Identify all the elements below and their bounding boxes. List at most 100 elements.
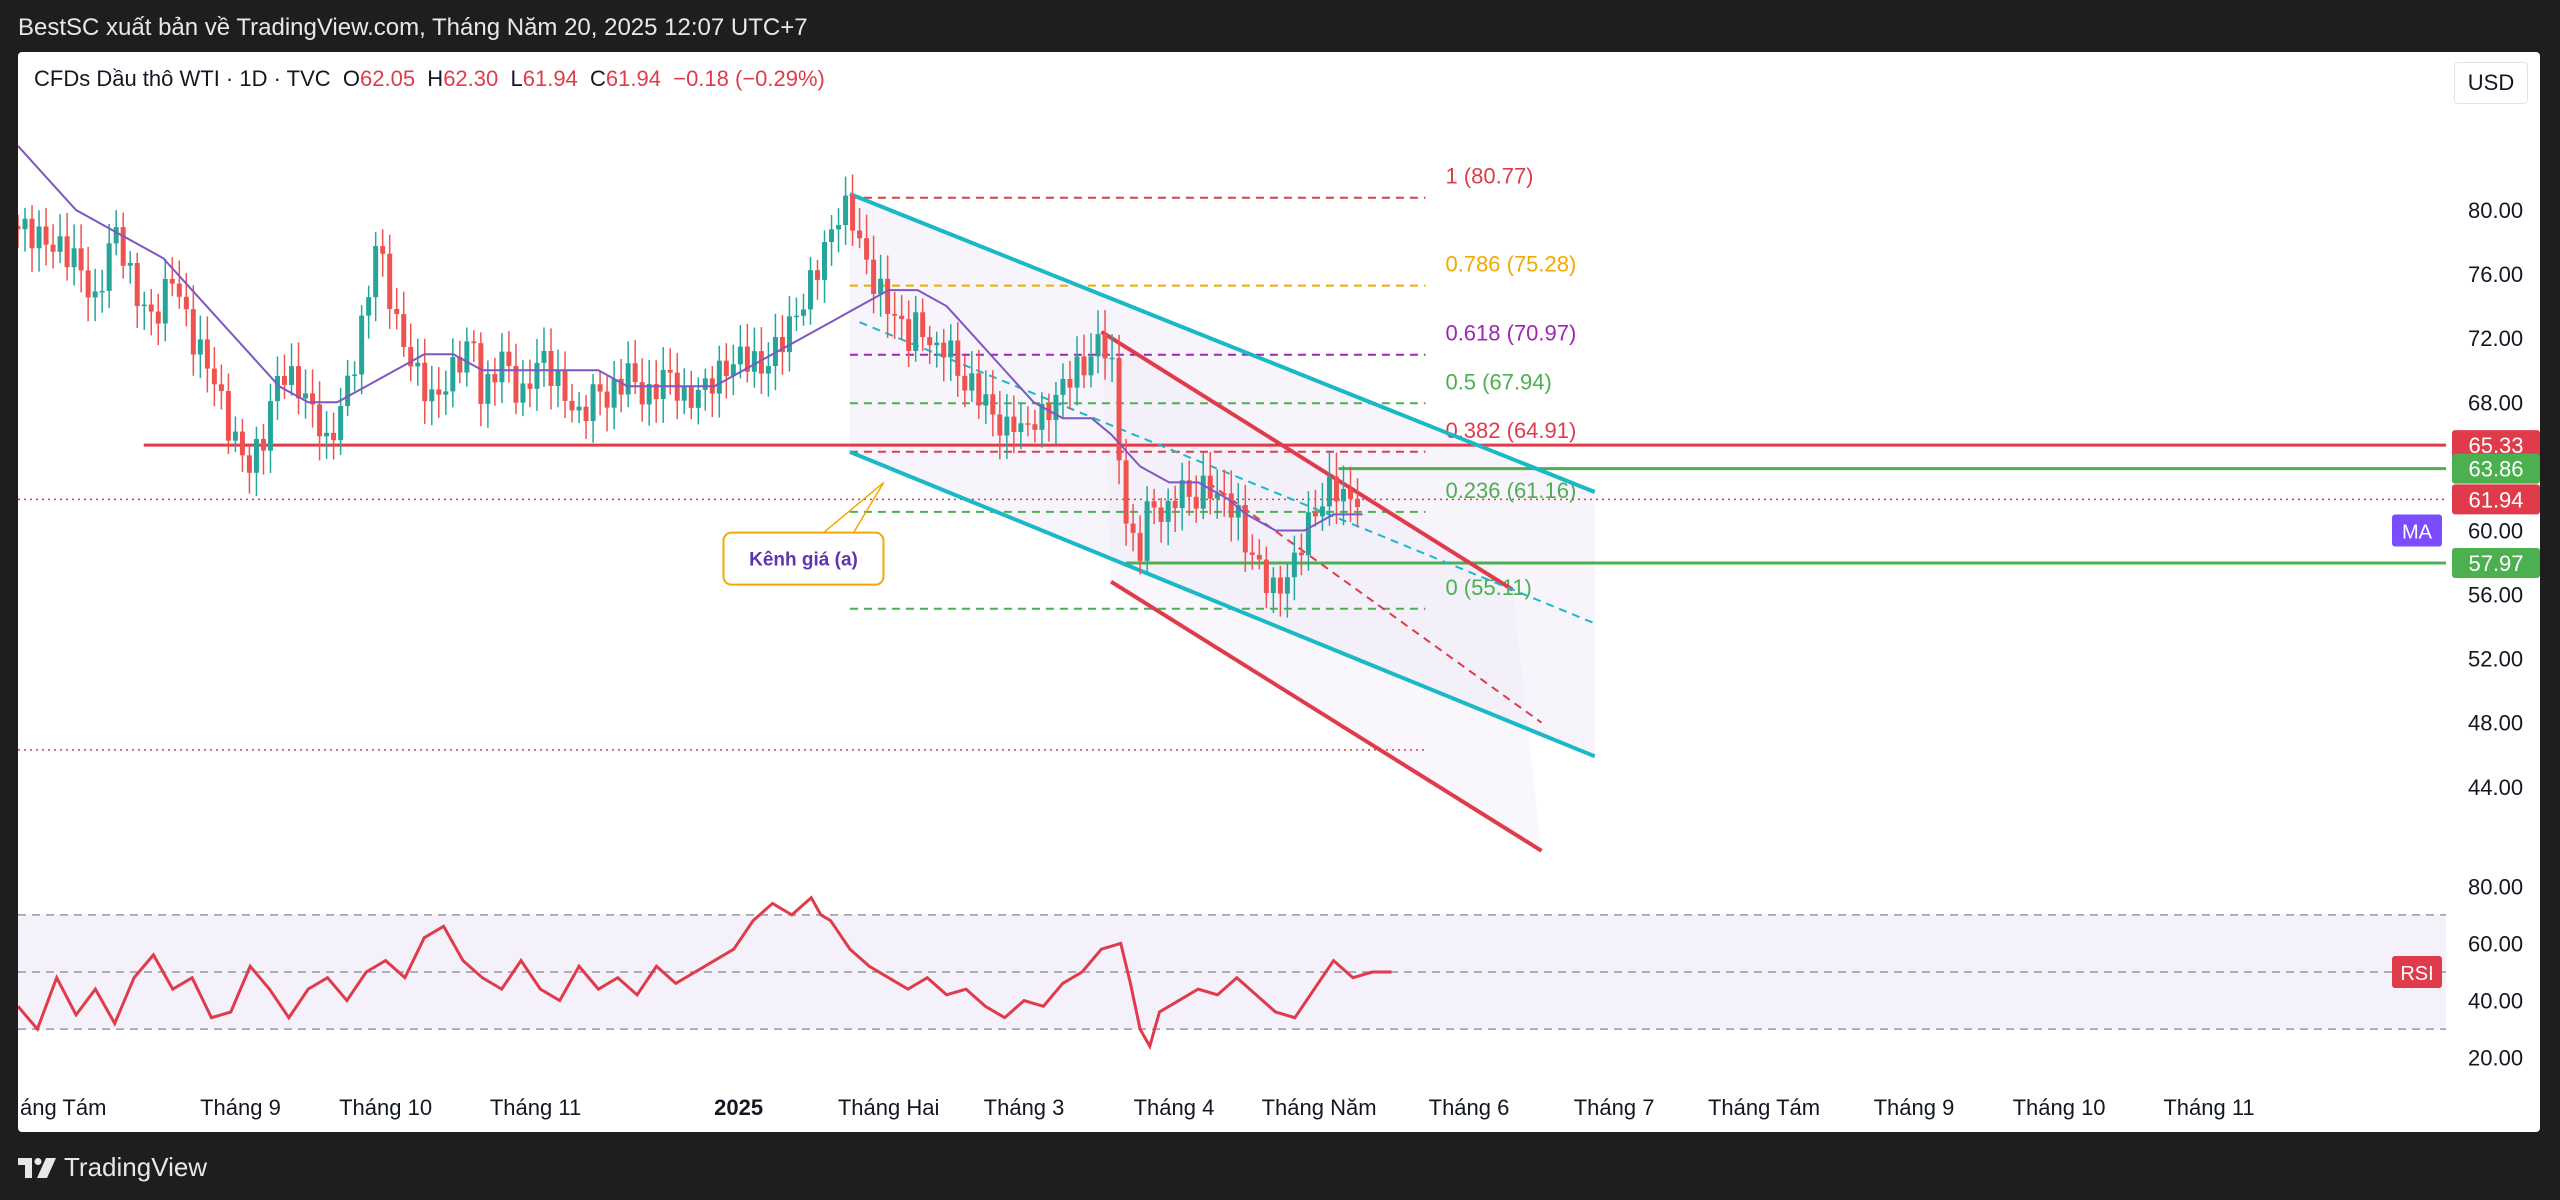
time-tick-7: Tháng 4 xyxy=(1134,1095,1215,1120)
time-tick-5: Tháng Hai xyxy=(838,1095,940,1120)
ma-tag-box[interactable] xyxy=(2392,514,2442,547)
currency-button[interactable]: USD xyxy=(2454,62,2528,104)
candle-body xyxy=(723,360,729,377)
candle-body xyxy=(99,290,105,293)
candle-body xyxy=(688,385,694,408)
price-label-box-0 xyxy=(2452,430,2540,461)
annotation-text: Kênh giá (a) xyxy=(749,550,858,571)
candle-body xyxy=(1249,552,1255,555)
candle-body xyxy=(1263,559,1269,594)
rsi-tick-0: 80.00 xyxy=(2468,874,2523,899)
candle-body xyxy=(927,337,933,346)
candle-body xyxy=(394,308,400,315)
symbol-legend: CFDs Dầu thô WTI · 1D · TVC O62.05 H62.3… xyxy=(34,66,825,92)
close-value: 61.94 xyxy=(605,66,661,91)
candle-body xyxy=(1116,357,1122,461)
price-tick-1: 76.00 xyxy=(2468,262,2523,287)
candle-body xyxy=(274,376,280,402)
candle-body xyxy=(737,346,743,365)
candle-body xyxy=(1067,378,1073,388)
chart-canvas[interactable]: 1 (80.77) 0.786 (75.28) 0.618 (70.97) 0.5 (… xyxy=(18,52,2540,1132)
candle-body xyxy=(401,314,407,348)
candle-body xyxy=(962,375,968,391)
time-tick-4: 2025 xyxy=(714,1095,763,1120)
candle-body xyxy=(716,360,722,394)
rsi-tick-1: 60.00 xyxy=(2468,931,2523,956)
candle-body xyxy=(310,393,316,405)
candle-body xyxy=(18,226,21,230)
candle-body xyxy=(744,346,750,372)
candle-body xyxy=(148,304,154,312)
time-tick-9: Tháng 6 xyxy=(1429,1095,1510,1120)
candle-body xyxy=(779,337,785,353)
candle-body xyxy=(632,363,638,383)
candle-body xyxy=(934,342,940,346)
candle-body xyxy=(1144,501,1150,561)
rsi-tag-box[interactable] xyxy=(2392,956,2442,988)
candle-body xyxy=(1025,423,1031,425)
candle-body xyxy=(36,226,42,249)
candle-body xyxy=(583,406,589,422)
candle-body xyxy=(338,406,344,441)
dashed-trend-channel-mid xyxy=(859,321,1596,625)
candle-body xyxy=(520,383,526,403)
candle-body xyxy=(1193,496,1199,509)
candle-body xyxy=(829,229,835,243)
candle-body xyxy=(1207,475,1213,499)
candle-body xyxy=(450,357,456,392)
tradingview-logo-icon xyxy=(18,1157,56,1178)
candle-body xyxy=(857,230,863,239)
fib-label-1: 0.786 (75.28) xyxy=(1445,252,1576,277)
time-tick-14: Tháng 11 xyxy=(2163,1095,2254,1120)
candle-body xyxy=(134,262,140,307)
candle-body xyxy=(352,374,358,376)
candle-body xyxy=(345,375,351,407)
candle-body xyxy=(92,291,98,298)
candle-body xyxy=(786,316,792,353)
fib-label-0: 1 (80.77) xyxy=(1445,164,1533,189)
price-label-box-1 xyxy=(2452,453,2540,484)
tradingview-logo[interactable]: TradingView xyxy=(18,1152,207,1183)
candle-body xyxy=(457,357,463,373)
low-label: L xyxy=(510,66,523,91)
price-tick-9: 44.00 xyxy=(2468,775,2523,800)
price-tick-6: 56.00 xyxy=(2468,583,2523,608)
candle-body xyxy=(751,351,757,372)
candle-body xyxy=(211,368,217,385)
candle-body xyxy=(380,246,386,254)
candle-body xyxy=(1277,577,1283,594)
candle-body xyxy=(183,296,189,310)
red-channel-shade xyxy=(1101,331,1542,851)
candle-body xyxy=(997,414,1003,436)
candle-body xyxy=(506,351,512,366)
time-tick-2: Tháng 10 xyxy=(339,1095,432,1120)
candle-body xyxy=(197,339,203,355)
candle-body xyxy=(969,373,975,391)
trend-red-channel-upper xyxy=(1100,330,1514,592)
candle-body xyxy=(1228,493,1234,518)
fib-label-3: 0.5 (67.94) xyxy=(1445,369,1551,394)
annotation-box[interactable] xyxy=(722,531,885,586)
candle-body xyxy=(106,243,112,291)
candle-body xyxy=(681,385,687,401)
candle-body xyxy=(548,350,554,386)
candle-body xyxy=(1242,504,1248,553)
candle-body xyxy=(1284,577,1290,594)
candle-body xyxy=(892,313,898,316)
fib-label-2: 0.618 (70.97) xyxy=(1445,321,1576,346)
candle-body xyxy=(1102,334,1108,359)
candle-body xyxy=(422,362,428,402)
candle-body xyxy=(1046,403,1052,420)
candle-body xyxy=(639,382,645,405)
candle-body xyxy=(541,350,547,363)
price-tick-0: 80.00 xyxy=(2468,198,2523,223)
chart-area[interactable]: 1 (80.77) 0.786 (75.28) 0.618 (70.97) 0.5 (… xyxy=(18,52,2540,1132)
trend-channel-lower xyxy=(849,450,1596,759)
price-tick-5: 60.00 xyxy=(2468,518,2523,543)
candle-body xyxy=(436,389,442,395)
candle-body xyxy=(793,315,799,318)
time-tick-3: Tháng 11 xyxy=(490,1095,581,1120)
candle-body xyxy=(232,431,238,441)
trend-red-channel-lower xyxy=(1110,580,1543,853)
price-label-box-2 xyxy=(2452,484,2540,515)
